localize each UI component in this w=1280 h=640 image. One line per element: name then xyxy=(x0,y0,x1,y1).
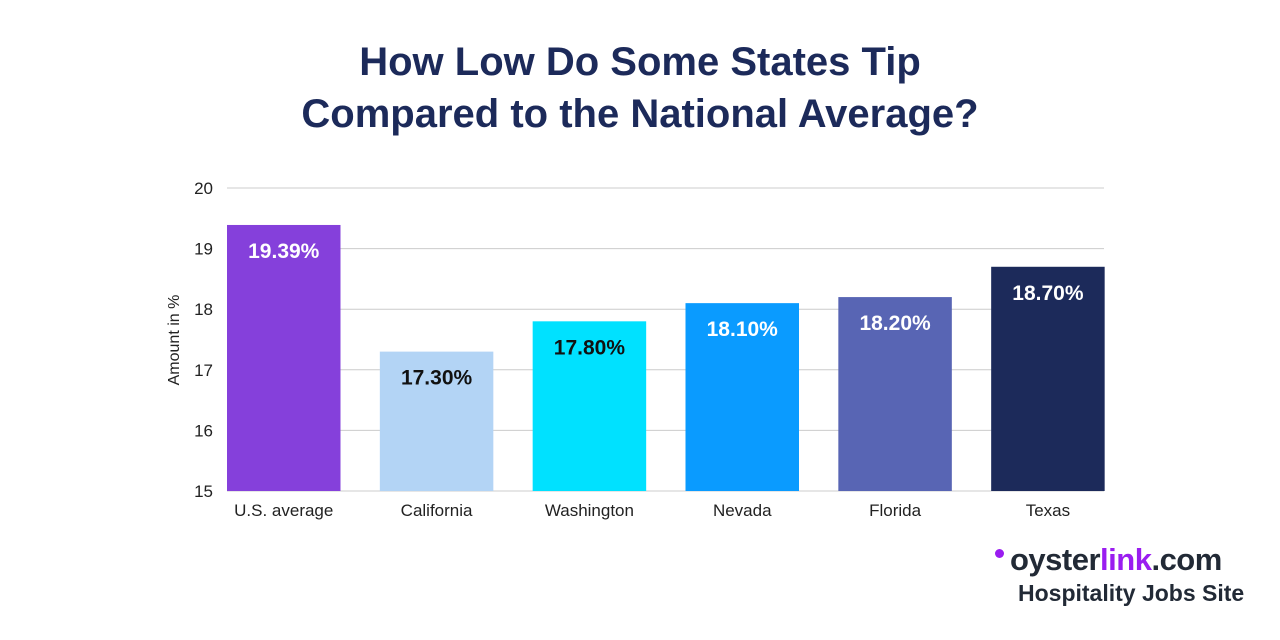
logo-icon xyxy=(995,549,1004,558)
y-tick-label: 17 xyxy=(194,361,213,380)
logo-text-1: oyster xyxy=(1010,542,1101,577)
x-tick-label: Texas xyxy=(1026,501,1070,520)
bar-u-s-average xyxy=(227,224,341,491)
x-tick-label: Washington xyxy=(545,501,634,520)
y-tick-label: 18 xyxy=(194,300,213,319)
logo-text-2: link xyxy=(1100,542,1152,577)
oysterlink-logo: oysterlink.com Hospitality Jobs Site xyxy=(995,542,1255,607)
y-tick-label: 16 xyxy=(194,421,213,440)
data-label: 18.70% xyxy=(1012,282,1084,305)
data-label: 19.39% xyxy=(248,240,320,263)
data-label: 18.20% xyxy=(859,312,931,335)
bar-texas xyxy=(991,266,1105,491)
bar-california xyxy=(379,351,494,491)
data-label: 18.10% xyxy=(707,318,779,341)
title-line-1: How Low Do Some States Tip xyxy=(359,40,921,84)
y-axis-label: Amount in % xyxy=(166,295,183,386)
bar-nevada xyxy=(685,303,799,491)
bar-florida xyxy=(838,297,952,491)
logo-text-3: .com xyxy=(1151,542,1222,577)
title-line-2: Compared to the National Average? xyxy=(301,92,979,136)
x-tick-label: U.S. average xyxy=(234,501,333,520)
x-tick-label: Florida xyxy=(869,501,922,520)
logo-tagline: Hospitality Jobs Site xyxy=(1018,580,1245,606)
chart-title: How Low Do Some States Tip Compared to t… xyxy=(0,36,1280,140)
x-tick-label: California xyxy=(401,501,473,520)
y-tick-label: 19 xyxy=(194,240,213,259)
data-label: 17.30% xyxy=(401,367,473,390)
y-tick-label: 15 xyxy=(194,482,213,501)
data-label: 17.80% xyxy=(554,336,626,359)
y-tick-label: 20 xyxy=(194,179,213,198)
bar-washington xyxy=(532,321,647,491)
x-tick-label: Nevada xyxy=(713,501,772,520)
